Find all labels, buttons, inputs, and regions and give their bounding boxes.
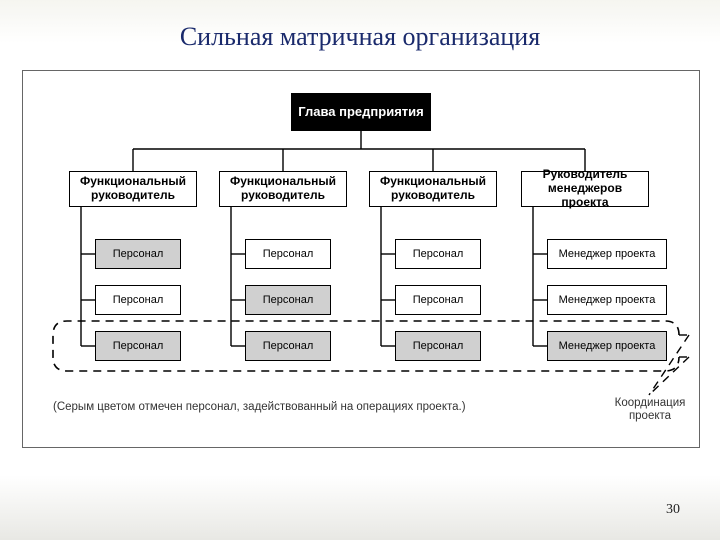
org-head: Глава предприятия xyxy=(291,93,431,131)
legend-note: (Серым цветом отмечен персонал, задейств… xyxy=(53,401,466,413)
manager-box-1: Функциональный руководитель xyxy=(219,171,347,207)
manager-box-2: Функциональный руководитель xyxy=(369,171,497,207)
staff-2-0: Персонал xyxy=(395,239,481,269)
staff-3-2: Менеджер проекта xyxy=(547,331,667,361)
staff-0-2: Персонал xyxy=(95,331,181,361)
staff-2-2: Персонал xyxy=(395,331,481,361)
manager-box-0: Функциональный руководитель xyxy=(69,171,197,207)
manager-box-3: Руководитель менеджеров проекта xyxy=(521,171,649,207)
page-number: 30 xyxy=(666,502,680,518)
staff-0-1: Персонал xyxy=(95,285,181,315)
staff-2-1: Персонал xyxy=(395,285,481,315)
staff-3-1: Менеджер проекта xyxy=(547,285,667,315)
diagram-frame: Глава предприятия Функциональный руководи… xyxy=(22,70,700,448)
staff-1-0: Персонал xyxy=(245,239,331,269)
staff-3-0: Менеджер проекта xyxy=(547,239,667,269)
staff-0-0: Персонал xyxy=(95,239,181,269)
page-title: Сильная матричная организация xyxy=(0,0,720,52)
staff-1-1: Персонал xyxy=(245,285,331,315)
staff-1-2: Персонал xyxy=(245,331,331,361)
coordination-label: Координация проекта xyxy=(605,397,695,423)
